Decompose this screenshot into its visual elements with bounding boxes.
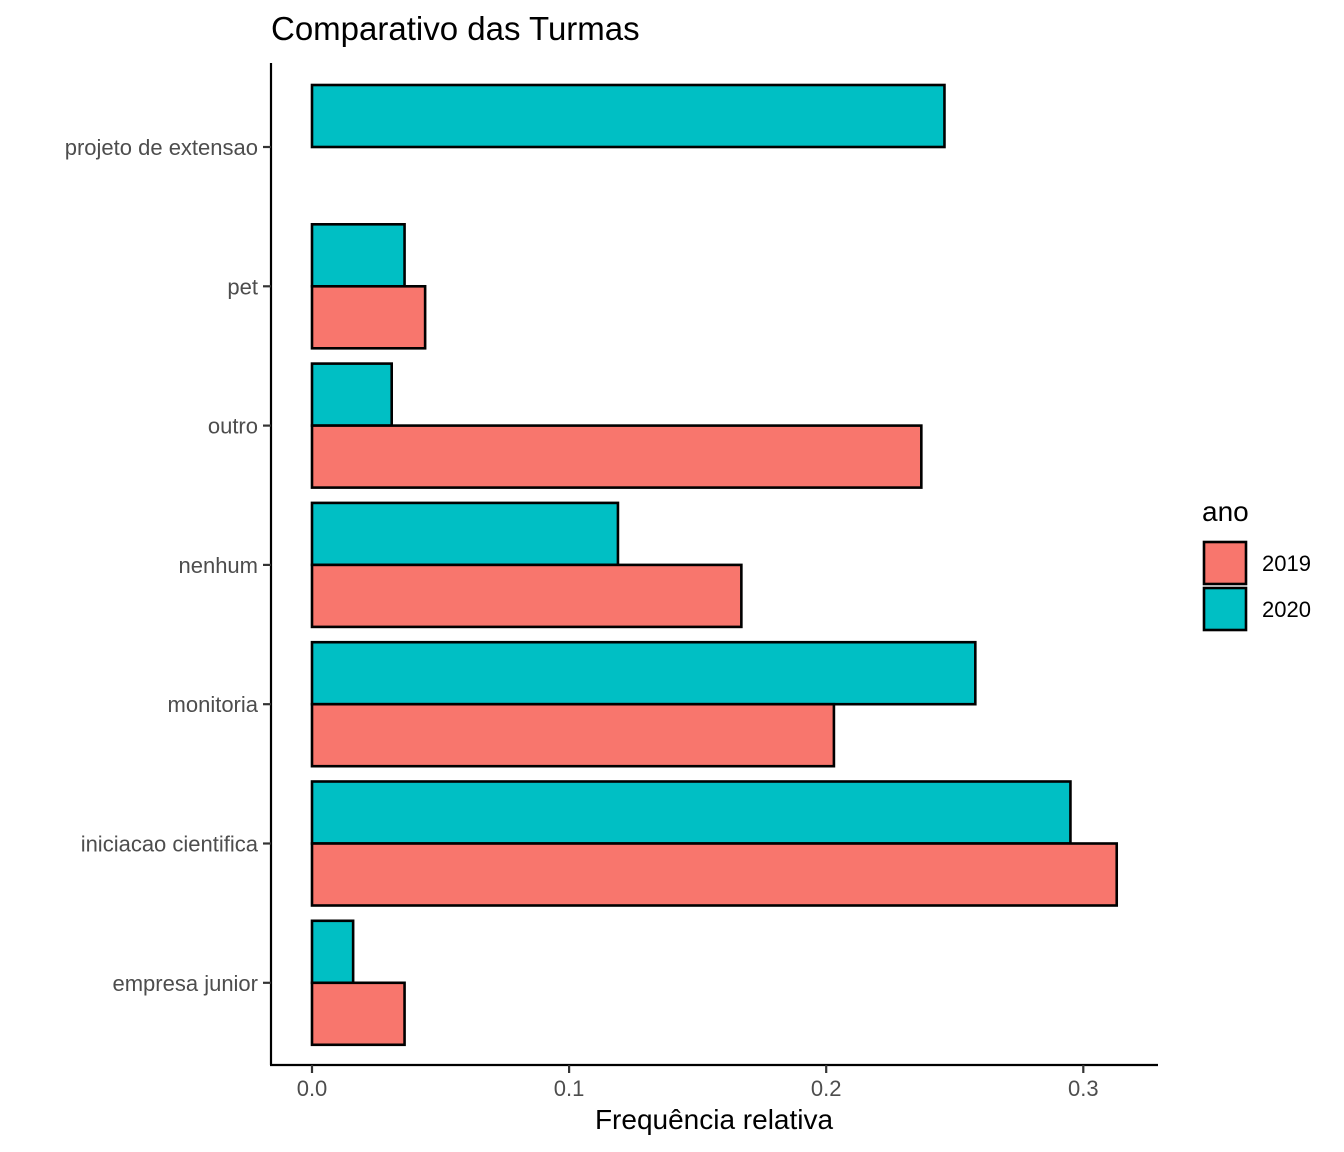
legend-label-2019: 2019 [1262, 551, 1311, 576]
y-tick-label-pet: pet [227, 274, 258, 299]
bar-nenhum-2020 [310, 501, 620, 567]
x-axis-ticks: 0.0 0.1 0.2 0.3 [297, 1065, 1099, 1101]
bars-group [310, 83, 1119, 1047]
y-tick-label-iniciacao-cientifica: iniciacao cientifica [81, 832, 259, 857]
bar-pet-2019 [310, 284, 427, 350]
x-axis-title: Frequência relativa [595, 1104, 834, 1135]
y-tick-label-nenhum: nenhum [178, 553, 258, 578]
x-tick-label-0: 0.0 [297, 1076, 328, 1101]
x-tick-label-1: 0.1 [554, 1076, 585, 1101]
bar-monitoria-2019 [310, 702, 836, 768]
x-tick-label-2: 0.2 [811, 1076, 842, 1101]
bar-iniciacao-cientifica-2020 [310, 780, 1072, 845]
x-tick-label-3: 0.3 [1068, 1076, 1099, 1101]
bar-monitoria-2020 [310, 640, 977, 706]
legend-swatch-2020 [1202, 586, 1248, 632]
bar-empresa-junior-2019 [310, 981, 406, 1047]
bar-iniciacao-cientifica-2019 [310, 842, 1119, 907]
bar-outro-2020 [310, 362, 394, 427]
legend-title: ano [1202, 496, 1249, 527]
legend-swatch-2019 [1202, 540, 1248, 586]
y-axis-ticks: projeto de extensao pet outro nenhum monitor… [65, 135, 271, 996]
bar-pet-2020 [310, 223, 406, 288]
y-tick-label-monitoria: monitoria [168, 692, 259, 717]
bar-empresa-junior-2020 [310, 919, 355, 985]
bar-outro-2019 [310, 424, 923, 489]
y-tick-label-empresa-junior: empresa junior [112, 971, 258, 996]
chart-title: Comparativo das Turmas [271, 10, 640, 47]
y-tick-label-projeto-de-extensao: projeto de extensao [65, 135, 258, 160]
legend: ano 2019 2020 [1202, 496, 1311, 632]
legend-label-2020: 2020 [1262, 597, 1311, 622]
y-tick-label-outro: outro [208, 414, 258, 439]
bar-nenhum-2019 [310, 563, 743, 629]
bar-projeto-de-extensao-2020 [310, 83, 946, 149]
